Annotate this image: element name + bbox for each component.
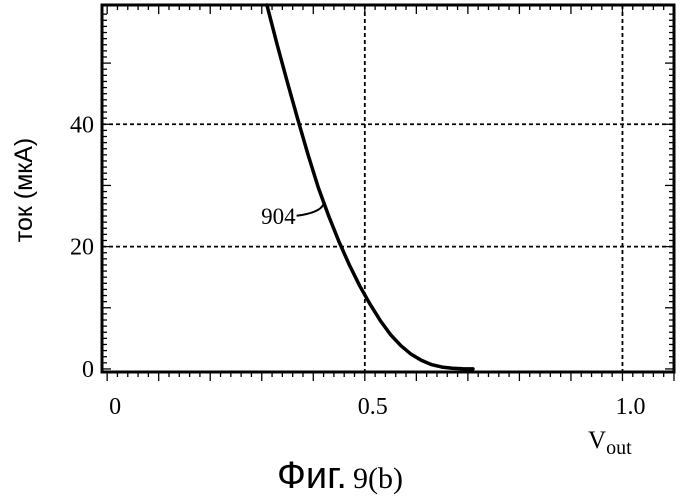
grid-lines xyxy=(102,5,674,372)
x-tick-labels: 0 0.5 1.0 xyxy=(109,394,645,420)
y-axis-label: ток (мкА) xyxy=(10,138,38,242)
x-axis-label-main: V xyxy=(588,427,606,454)
y-tick-label: 20 xyxy=(70,235,94,261)
annotation: 904 xyxy=(261,204,324,229)
annotation-leader xyxy=(297,204,324,216)
y-tick-label: 0 xyxy=(82,357,94,383)
y-tick-label: 40 xyxy=(70,112,94,138)
series-layer xyxy=(267,5,473,369)
plot-frame xyxy=(102,5,674,372)
figure-caption-number: 9(b) xyxy=(353,462,403,495)
figure-caption: Фиг.9(b) xyxy=(277,455,403,497)
x-axis-label: Vout xyxy=(588,427,632,459)
x-tick-label: 1.0 xyxy=(615,394,645,420)
x-tick-label: 0 xyxy=(109,394,121,420)
series-line-904 xyxy=(267,5,473,369)
minor-ticks xyxy=(102,5,674,381)
y-tick-labels: 0 20 40 xyxy=(70,112,94,383)
figure-caption-prefix: Фиг. xyxy=(277,455,347,497)
annotation-label-904: 904 xyxy=(261,204,296,229)
x-axis-label-subscript: out xyxy=(606,437,632,459)
x-tick-label: 0.5 xyxy=(358,394,388,420)
